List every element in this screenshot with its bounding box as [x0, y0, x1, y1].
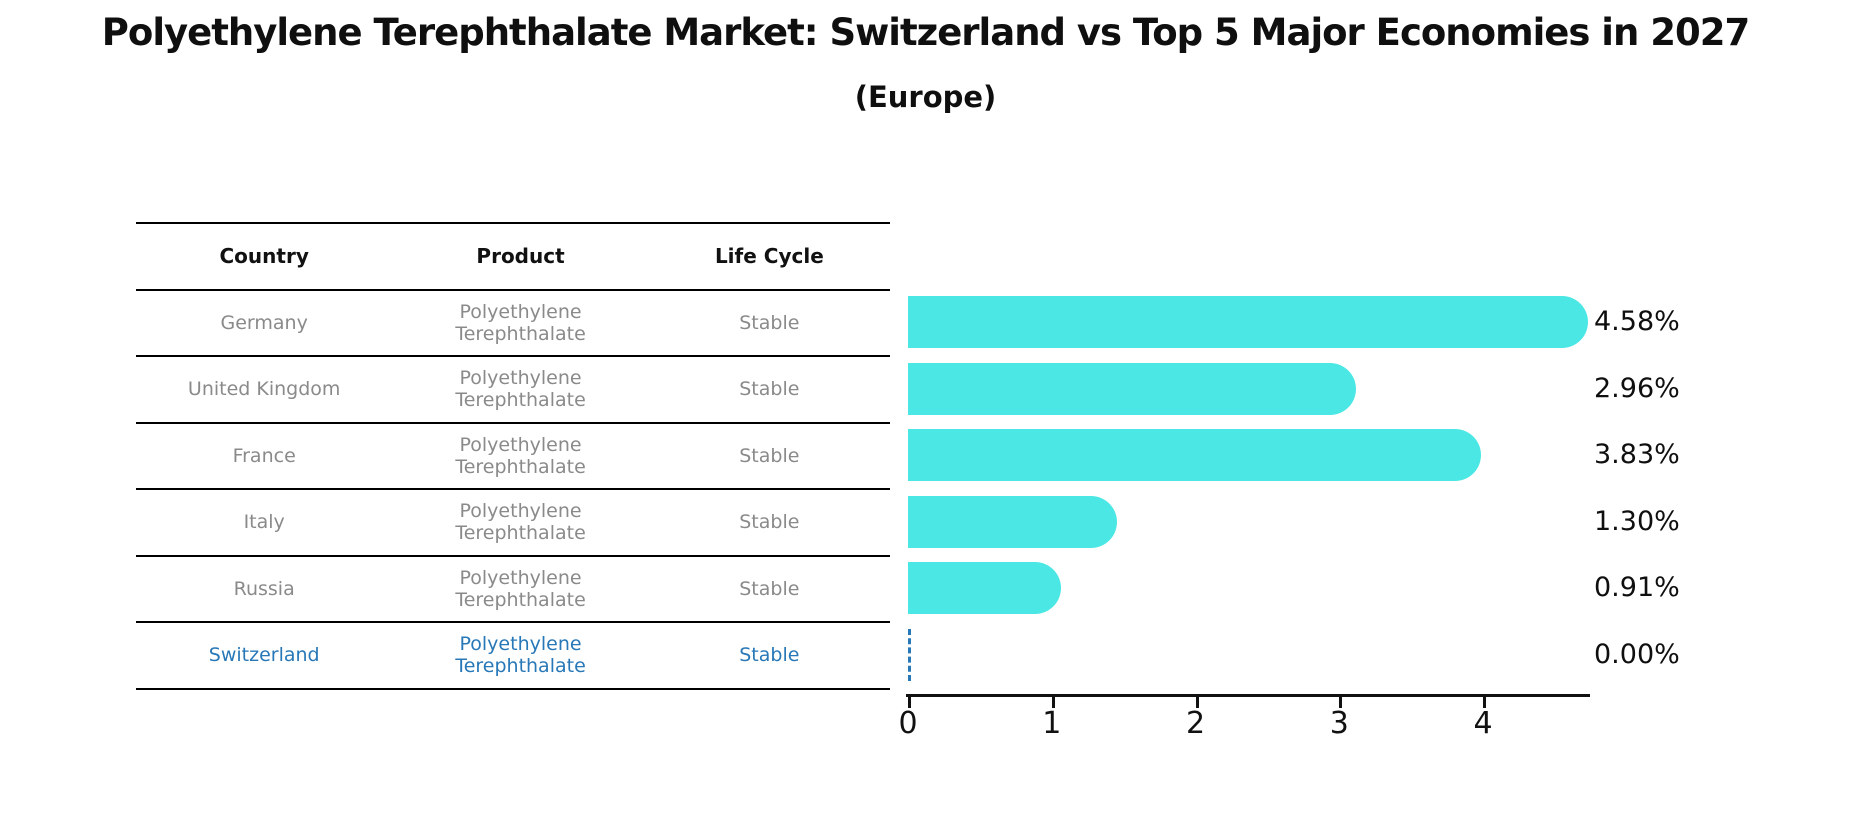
x-axis-tick: [1195, 694, 1199, 708]
x-axis-tick-label: 1: [1042, 706, 1062, 741]
cell-product: Polyethylene Terephthalate: [455, 566, 586, 611]
cell-lifecycle: Stable: [739, 444, 800, 467]
cell-lifecycle: Stable: [739, 644, 800, 667]
table-row-france: France Polyethylene Terephthalate Stable: [136, 421, 890, 489]
chart-subtitle: (Europe): [854, 80, 997, 114]
bar-france: [908, 429, 1481, 482]
col-header-product: Product: [476, 244, 565, 269]
x-axis-tick-label: 4: [1473, 706, 1493, 741]
cell-lifecycle: Stable: [739, 378, 800, 401]
table-header-row: Country Product Life Cycle: [136, 222, 890, 289]
bar-germany: [908, 296, 1589, 349]
value-label-italy: 1.30%: [1594, 505, 1680, 537]
cell-product: Polyethylene Terephthalate: [455, 300, 586, 345]
bar-united-kingdom: [908, 362, 1356, 415]
table-row-russia: Russia Polyethylene Terephthalate Stable: [136, 554, 890, 622]
cell-lifecycle: Stable: [739, 311, 800, 334]
cell-country: Italy: [243, 511, 285, 534]
x-axis-tick-label: 2: [1185, 706, 1206, 741]
x-axis-tick-label: 3: [1329, 706, 1349, 741]
bar-italy: [908, 495, 1117, 548]
cell-product: Polyethylene Terephthalate: [455, 500, 586, 545]
cell-country: France: [232, 444, 296, 467]
col-header-lifecycle: Life Cycle: [714, 244, 824, 269]
cell-country: Switzerland: [208, 644, 320, 667]
x-axis-line: [906, 694, 1590, 697]
table-row-italy: Italy Polyethylene Terephthalate Stable: [136, 488, 890, 555]
cell-lifecycle: Stable: [739, 577, 800, 600]
cell-country: Germany: [220, 311, 308, 334]
x-axis-tick: [1483, 694, 1487, 708]
table-row-switzerland: Switzerland Polyethylene Terephthalate S…: [136, 621, 890, 688]
x-axis-tick: [1339, 694, 1343, 708]
table-row-germany: Germany Polyethylene Terephthalate Stabl…: [136, 288, 890, 356]
country-table: Country Product Life Cycle Germany Polye…: [136, 222, 890, 690]
table-row-united-kingdom: United Kingdom Polyethylene Terephthalat…: [136, 355, 890, 422]
col-header-country: Country: [219, 244, 309, 269]
bar-russia: [908, 562, 1061, 615]
cell-product: Polyethylene Terephthalate: [455, 433, 586, 478]
value-label-france: 3.83%: [1594, 439, 1680, 471]
cell-country: United Kingdom: [187, 378, 341, 401]
bar-switzerland-zero-dashed: [908, 628, 911, 681]
x-axis-tick-label: 0: [898, 706, 918, 741]
cell-country: Russia: [233, 577, 295, 600]
value-label-united-kingdom: 2.96%: [1594, 372, 1680, 404]
x-axis-tick: [908, 694, 911, 708]
value-label-russia: 0.91%: [1594, 572, 1680, 604]
chart-title: Polyethylene Terephthalate Market: Switz…: [101, 11, 1750, 54]
value-label-germany: 4.58%: [1594, 306, 1680, 338]
x-axis-tick: [1051, 694, 1055, 708]
cell-product: Polyethylene Terephthalate: [455, 633, 586, 678]
cell-product: Polyethylene Terephthalate: [455, 367, 586, 412]
value-label-switzerland: 0.00%: [1594, 638, 1680, 670]
cell-lifecycle: Stable: [739, 511, 800, 534]
